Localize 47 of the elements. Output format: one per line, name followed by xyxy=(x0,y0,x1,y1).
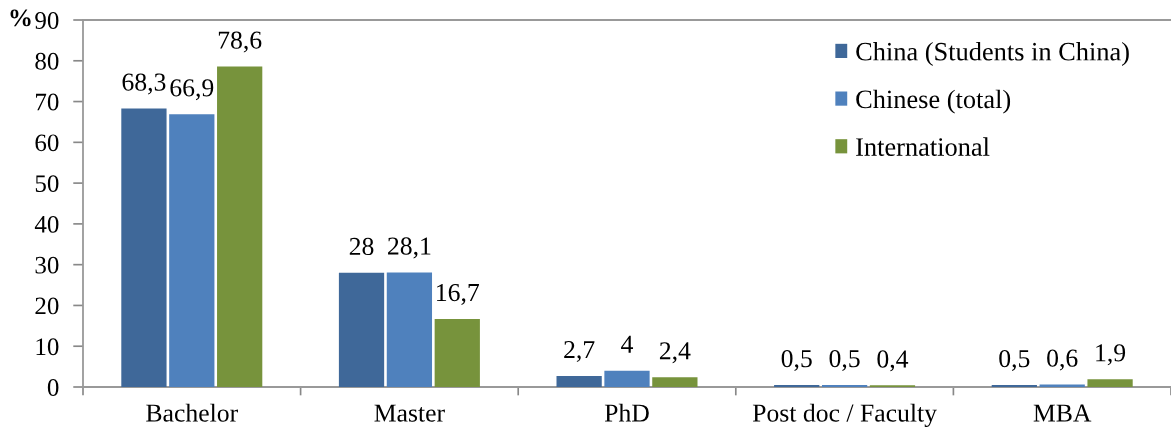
data-label: 4 xyxy=(621,335,634,353)
x-tick-label: Bachelor xyxy=(146,403,238,422)
data-label: 16,7 xyxy=(437,283,480,305)
bar xyxy=(556,375,602,387)
bar xyxy=(169,114,215,387)
y-tick-label: 80 xyxy=(35,52,59,70)
bar xyxy=(991,384,1037,387)
y-tick-label: 30 xyxy=(35,256,59,274)
y-tick-label: 60 xyxy=(35,134,59,152)
data-label: 68,3 xyxy=(122,73,166,95)
y-tick-label: 50 xyxy=(35,175,59,193)
data-label: 78,6 xyxy=(218,31,262,53)
y-axis-title: % xyxy=(10,9,31,27)
y-tick-label: 0 xyxy=(47,379,59,396)
bar xyxy=(1087,379,1133,387)
data-label: 1,9 xyxy=(1096,344,1126,366)
bar xyxy=(217,66,263,387)
y-tick-label: 10 xyxy=(36,338,59,356)
legend-label: China (Students in China) xyxy=(856,42,1129,66)
data-label: 2,4 xyxy=(659,342,691,364)
data-label: 66,9 xyxy=(170,79,214,101)
bar xyxy=(604,370,650,387)
x-tick-label: MBA xyxy=(1033,404,1092,422)
x-tick-label: Master xyxy=(374,404,445,422)
bar xyxy=(434,318,480,387)
y-tick-label: 70 xyxy=(36,93,59,111)
y-tick-label: 20 xyxy=(35,297,59,315)
data-label: 0,5 xyxy=(829,349,860,371)
bar xyxy=(821,384,868,387)
data-label: 28 xyxy=(349,237,374,256)
y-tick-label: 40 xyxy=(34,215,59,233)
data-label: 0,5 xyxy=(999,349,1030,371)
x-tick-label: PhD xyxy=(604,403,649,422)
y-tick-label: 90 xyxy=(35,12,59,29)
data-label: 0,6 xyxy=(1047,349,1078,371)
x-tick-label: Post doc / Faculty xyxy=(752,403,937,428)
data-label: 28,1 xyxy=(388,237,431,259)
data-label: 0,5 xyxy=(781,349,812,371)
bar xyxy=(338,272,385,387)
bar xyxy=(652,377,698,387)
bar xyxy=(774,384,820,387)
bar xyxy=(121,108,167,387)
legend-label: International xyxy=(856,137,990,156)
data-label: 2,7 xyxy=(564,341,595,362)
data-label: 0,4 xyxy=(877,350,909,372)
bar xyxy=(386,272,433,387)
legend-label: Chinese (total) xyxy=(856,89,1011,114)
